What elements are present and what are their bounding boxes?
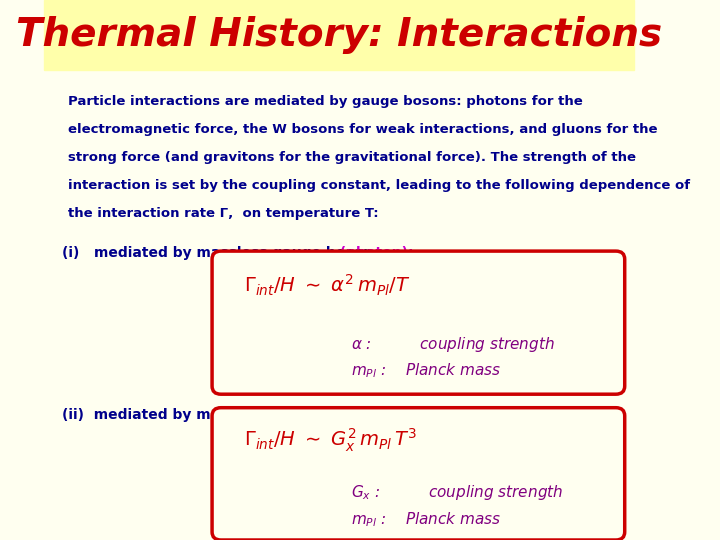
Text: $G_x$ :          coupling strength: $G_x$ : coupling strength — [351, 483, 563, 502]
Text: the interaction rate Γ,  on temperature T:: the interaction rate Γ, on temperature T… — [68, 207, 378, 220]
FancyBboxPatch shape — [44, 0, 634, 70]
Text: (i)   mediated by massless gauge boson: (i) mediated by massless gauge boson — [62, 246, 373, 260]
Text: $\Gamma_{int}/H \ \sim \ G_x^2 \, m_{Pl} \, T^3$: $\Gamma_{int}/H \ \sim \ G_x^2 \, m_{Pl}… — [245, 427, 418, 454]
Text: $\alpha$ :          coupling strength: $\alpha$ : coupling strength — [351, 335, 554, 354]
Text: Particle interactions are mediated by gauge bosons: photons for the: Particle interactions are mediated by ga… — [68, 94, 582, 107]
Text: $\Gamma_{int}/H \ \sim \ \alpha^2 \, m_{Pl}/T$: $\Gamma_{int}/H \ \sim \ \alpha^2 \, m_{… — [245, 273, 411, 298]
Text: (photon):: (photon): — [330, 246, 413, 260]
Text: $m_{Pl}$ :    Planck mass: $m_{Pl}$ : Planck mass — [351, 510, 501, 529]
Text: (W+/-, Z0): (W+/-, Z0) — [342, 408, 437, 422]
Text: interaction is set by the coupling constant, leading to the following dependence: interaction is set by the coupling const… — [68, 179, 690, 192]
FancyBboxPatch shape — [212, 408, 625, 540]
Text: strong force (and gravitons for the gravitational force). The strength of the: strong force (and gravitons for the grav… — [68, 151, 636, 164]
FancyBboxPatch shape — [212, 251, 625, 394]
Text: (ii)  mediated by massive gauge boson: (ii) mediated by massive gauge boson — [62, 408, 365, 422]
Text: electromagnetic force, the W bosons for weak interactions, and gluons for the: electromagnetic force, the W bosons for … — [68, 123, 657, 136]
Text: $m_{Pl}$ :    Planck mass: $m_{Pl}$ : Planck mass — [351, 362, 501, 381]
Text: Thermal History: Interactions: Thermal History: Interactions — [16, 16, 662, 54]
